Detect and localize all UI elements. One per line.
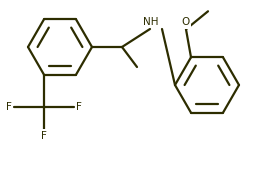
Text: F: F — [76, 102, 82, 112]
Text: F: F — [6, 102, 12, 112]
Text: NH: NH — [143, 17, 159, 27]
Text: O: O — [182, 17, 190, 27]
Text: F: F — [41, 131, 47, 141]
